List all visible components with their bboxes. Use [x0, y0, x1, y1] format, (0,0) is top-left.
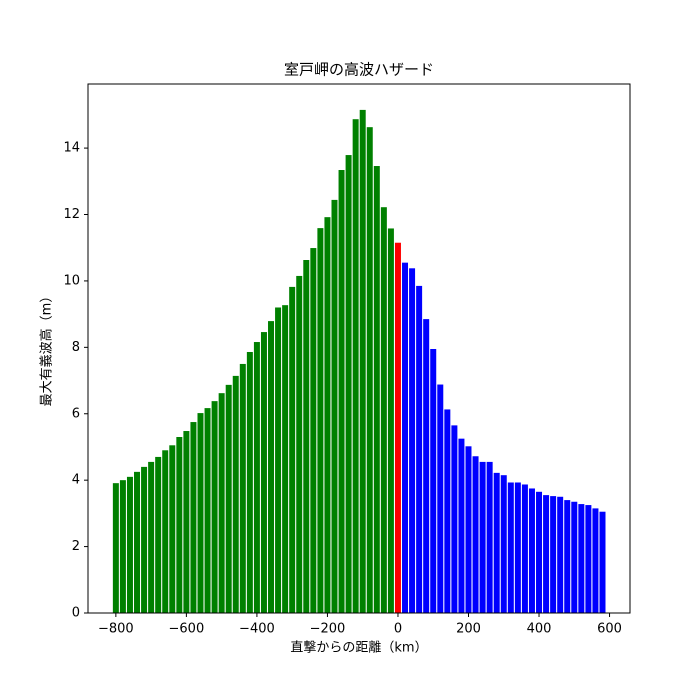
x-tick-label: 200 — [456, 622, 481, 637]
bar — [380, 207, 387, 614]
bar — [458, 438, 465, 613]
bar — [303, 260, 310, 613]
bar — [423, 319, 430, 613]
bar — [451, 425, 458, 613]
bar — [253, 342, 260, 613]
bar — [211, 401, 218, 613]
bar — [112, 483, 119, 613]
bar — [387, 228, 394, 613]
bar — [592, 508, 599, 613]
bar — [296, 275, 303, 613]
bar — [162, 450, 169, 613]
y-tick-label: 10 — [63, 273, 80, 288]
chart-title: 室戸岬の高波ハザード — [284, 61, 434, 79]
bar — [564, 500, 571, 613]
bar — [359, 109, 366, 613]
x-tick-label: −800 — [98, 622, 134, 637]
bar — [345, 155, 352, 614]
bar — [148, 461, 155, 613]
y-tick-label: 14 — [63, 141, 80, 156]
bar — [521, 484, 528, 613]
bar — [550, 496, 557, 613]
x-tick-label: −400 — [239, 622, 275, 637]
bar — [246, 351, 253, 613]
bar — [373, 166, 380, 613]
bar — [141, 466, 148, 613]
bar — [134, 471, 141, 613]
bar — [126, 476, 133, 613]
y-tick-label: 2 — [72, 539, 80, 554]
bar — [239, 363, 246, 613]
bar — [543, 495, 550, 613]
bar — [430, 348, 437, 613]
y-tick-label: 4 — [72, 473, 80, 488]
bar — [500, 475, 507, 613]
x-tick-label: 0 — [394, 622, 402, 637]
bar — [218, 393, 225, 613]
plot-frame — [87, 83, 631, 614]
bar — [289, 286, 296, 613]
bar — [169, 445, 176, 613]
bar — [394, 242, 401, 613]
bar — [465, 446, 472, 613]
bar — [275, 307, 282, 613]
x-tick-label: 400 — [527, 622, 552, 637]
x-tick-label: −600 — [169, 622, 205, 637]
bar — [183, 431, 190, 613]
bar — [352, 119, 359, 613]
bar — [599, 511, 606, 613]
x-axis-label: 直撃からの距離（km） — [290, 640, 427, 656]
bar — [366, 127, 373, 614]
bar — [409, 268, 416, 613]
bar — [338, 170, 345, 613]
bar — [472, 456, 479, 613]
bar — [444, 409, 451, 613]
bar — [268, 321, 275, 613]
y-axis-label: 最大有義波高（m） — [39, 290, 55, 407]
bar — [486, 461, 493, 613]
bar — [232, 375, 239, 613]
y-tick-label: 12 — [63, 207, 80, 222]
bar — [479, 461, 486, 613]
bar — [155, 456, 162, 613]
y-tick-label: 8 — [72, 340, 80, 355]
bar — [119, 480, 126, 613]
bar — [437, 384, 444, 613]
bar — [282, 305, 289, 613]
bar — [197, 413, 204, 613]
bar — [204, 408, 211, 613]
bar — [317, 228, 324, 614]
bar — [571, 501, 578, 613]
bar — [536, 491, 543, 613]
bar — [507, 482, 514, 613]
bar — [578, 504, 585, 613]
bar — [416, 285, 423, 613]
y-tick-label: 6 — [72, 406, 80, 421]
bar — [324, 217, 331, 613]
bar — [585, 505, 592, 613]
bar — [225, 384, 232, 613]
bar — [260, 332, 267, 613]
bar — [557, 496, 564, 613]
y-tick-label: 0 — [72, 606, 80, 621]
bar — [331, 199, 338, 613]
x-tick-label: 600 — [597, 622, 622, 637]
bar — [310, 248, 317, 613]
bar — [402, 262, 409, 613]
bar — [176, 436, 183, 613]
bar — [493, 472, 500, 613]
bar — [190, 422, 197, 613]
bar — [514, 482, 521, 613]
x-tick-label: −200 — [310, 622, 346, 637]
bar — [528, 488, 535, 613]
